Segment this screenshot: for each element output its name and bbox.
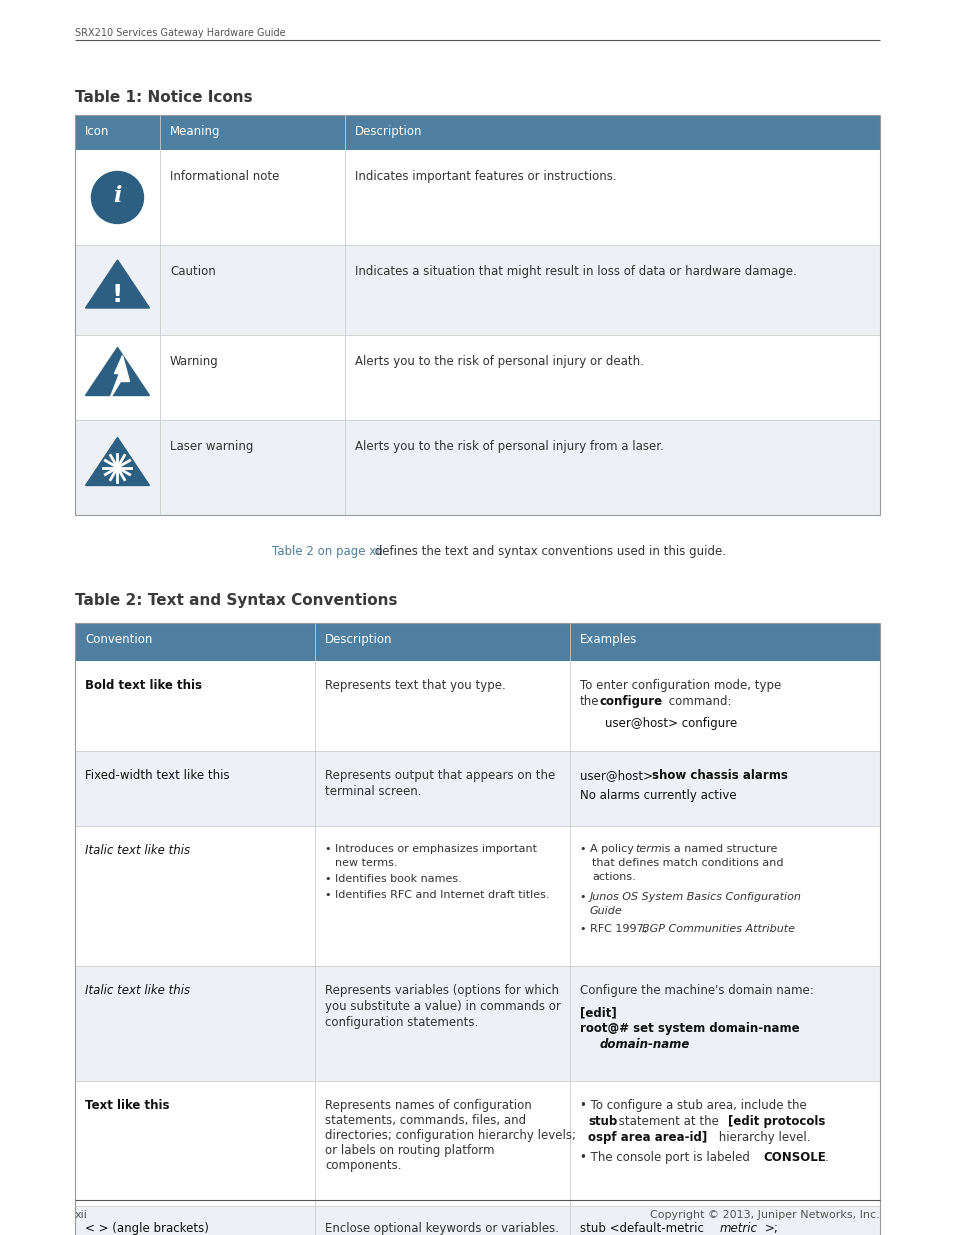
Text: !: ! (112, 283, 123, 308)
Text: metric: metric (720, 1221, 758, 1235)
Text: Represents variables (options for which: Represents variables (options for which (325, 984, 558, 997)
Text: directories; configuration hierarchy levels;: directories; configuration hierarchy lev… (325, 1129, 576, 1142)
Text: defines the text and syntax conventions used in this guide.: defines the text and syntax conventions … (371, 545, 725, 558)
Bar (75, 661, 879, 751)
Text: user@host>: user@host> (579, 769, 656, 782)
Text: To enter configuration mode, type: To enter configuration mode, type (579, 679, 781, 692)
Text: configure: configure (599, 695, 662, 708)
Text: command:: command: (664, 695, 731, 708)
Bar (75, 335, 879, 420)
Text: Bold text like this: Bold text like this (85, 679, 202, 692)
Text: i: i (113, 185, 122, 207)
Text: Icon: Icon (85, 125, 110, 138)
Text: SRX210 Services Gateway Hardware Guide: SRX210 Services Gateway Hardware Guide (75, 28, 285, 38)
Polygon shape (86, 261, 150, 308)
Text: domain-name: domain-name (599, 1037, 690, 1051)
Text: Alerts you to the risk of personal injury from a laser.: Alerts you to the risk of personal injur… (355, 440, 663, 453)
Text: Represents output that appears on the: Represents output that appears on the (325, 769, 555, 782)
Bar (75, 1207, 879, 1235)
Polygon shape (86, 347, 150, 395)
Bar (75, 1081, 879, 1207)
Text: Italic text like this: Italic text like this (85, 984, 190, 997)
Text: Description: Description (325, 634, 392, 646)
Text: Table 2 on page xii: Table 2 on page xii (272, 545, 383, 558)
Text: is a named structure: is a named structure (658, 844, 777, 853)
Text: Indicates important features or instructions.: Indicates important features or instruct… (355, 170, 616, 183)
Polygon shape (86, 437, 150, 485)
Text: ospf area area-id]: ospf area area-id] (587, 1131, 706, 1144)
Text: that defines match conditions and: that defines match conditions and (592, 858, 782, 868)
Text: Caution: Caution (170, 266, 215, 278)
Text: Represents text that you type.: Represents text that you type. (325, 679, 505, 692)
Text: Copyright © 2013, Juniper Networks, Inc.: Copyright © 2013, Juniper Networks, Inc. (650, 1210, 879, 1220)
Text: • The console port is labeled: • The console port is labeled (579, 1151, 753, 1165)
Text: BGP Communities Attribute: BGP Communities Attribute (641, 924, 794, 934)
Text: • Identifies RFC and Internet draft titles.: • Identifies RFC and Internet draft titl… (325, 890, 549, 900)
Text: CONSOLE: CONSOLE (762, 1151, 825, 1165)
Text: Indicates a situation that might result in loss of data or hardware damage.: Indicates a situation that might result … (355, 266, 796, 278)
Text: Italic text like this: Italic text like this (85, 844, 190, 857)
Text: Informational note: Informational note (170, 170, 279, 183)
Text: • Introduces or emphasizes important: • Introduces or emphasizes important (325, 844, 537, 853)
Text: Warning: Warning (170, 354, 218, 368)
Text: show chassis alarms: show chassis alarms (651, 769, 787, 782)
Bar (75, 420, 879, 515)
Text: Junos OS System Basics Configuration: Junos OS System Basics Configuration (589, 892, 801, 902)
Bar (75, 966, 879, 1081)
Text: actions.: actions. (592, 872, 635, 882)
Text: Fixed-width text like this: Fixed-width text like this (85, 769, 230, 782)
Text: root@# set system domain-name: root@# set system domain-name (579, 1023, 799, 1035)
Text: or labels on routing platform: or labels on routing platform (325, 1144, 494, 1157)
Text: terminal screen.: terminal screen. (325, 785, 421, 798)
Text: • To configure a stub area, include the: • To configure a stub area, include the (579, 1099, 806, 1112)
Text: Guide: Guide (589, 906, 622, 916)
Text: term: term (635, 844, 661, 853)
Text: xii: xii (75, 1210, 88, 1220)
Bar (75, 622, 879, 661)
Text: the: the (579, 695, 598, 708)
Circle shape (91, 172, 143, 224)
Polygon shape (110, 356, 130, 399)
Text: statements, commands, files, and: statements, commands, files, and (325, 1114, 525, 1128)
Text: • Identifies book names.: • Identifies book names. (325, 874, 461, 884)
Text: Laser warning: Laser warning (170, 440, 253, 453)
Text: >;: >; (764, 1221, 778, 1235)
Text: stub: stub (587, 1115, 617, 1128)
Text: Table 1: Notice Icons: Table 1: Notice Icons (75, 90, 253, 105)
Text: you substitute a value) in commands or: you substitute a value) in commands or (325, 1000, 560, 1013)
Text: •: • (579, 892, 589, 902)
Text: • RFC 1997,: • RFC 1997, (579, 924, 650, 934)
Text: Table 2: Text and Syntax Conventions: Table 2: Text and Syntax Conventions (75, 593, 397, 608)
Text: Description: Description (355, 125, 422, 138)
Text: Text like this: Text like this (85, 1099, 170, 1112)
Text: stub <default-metric: stub <default-metric (579, 1221, 707, 1235)
Text: Configure the machine's domain name:: Configure the machine's domain name: (579, 984, 813, 997)
Bar (75, 115, 879, 149)
Text: statement at the: statement at the (615, 1115, 719, 1128)
Text: < > (angle brackets): < > (angle brackets) (85, 1221, 209, 1235)
Text: Represents names of configuration: Represents names of configuration (325, 1099, 531, 1112)
Text: hierarchy level.: hierarchy level. (714, 1131, 810, 1144)
Text: configuration statements.: configuration statements. (325, 1016, 477, 1029)
Text: components.: components. (325, 1158, 401, 1172)
Text: new terms.: new terms. (335, 858, 397, 868)
Bar (75, 245, 879, 335)
Bar (75, 149, 879, 245)
Text: Examples: Examples (579, 634, 637, 646)
Text: Convention: Convention (85, 634, 152, 646)
Text: Meaning: Meaning (170, 125, 220, 138)
Text: [edit]: [edit] (579, 1007, 616, 1019)
Text: user@host> configure: user@host> configure (604, 718, 737, 730)
Text: [edit protocols: [edit protocols (727, 1115, 824, 1128)
Text: Alerts you to the risk of personal injury or death.: Alerts you to the risk of personal injur… (355, 354, 643, 368)
Bar (75, 826, 879, 966)
Bar (75, 751, 879, 826)
Text: .: . (824, 1151, 828, 1165)
Text: No alarms currently active: No alarms currently active (579, 789, 736, 802)
Text: • A policy: • A policy (579, 844, 637, 853)
Text: Enclose optional keywords or variables.: Enclose optional keywords or variables. (325, 1221, 558, 1235)
